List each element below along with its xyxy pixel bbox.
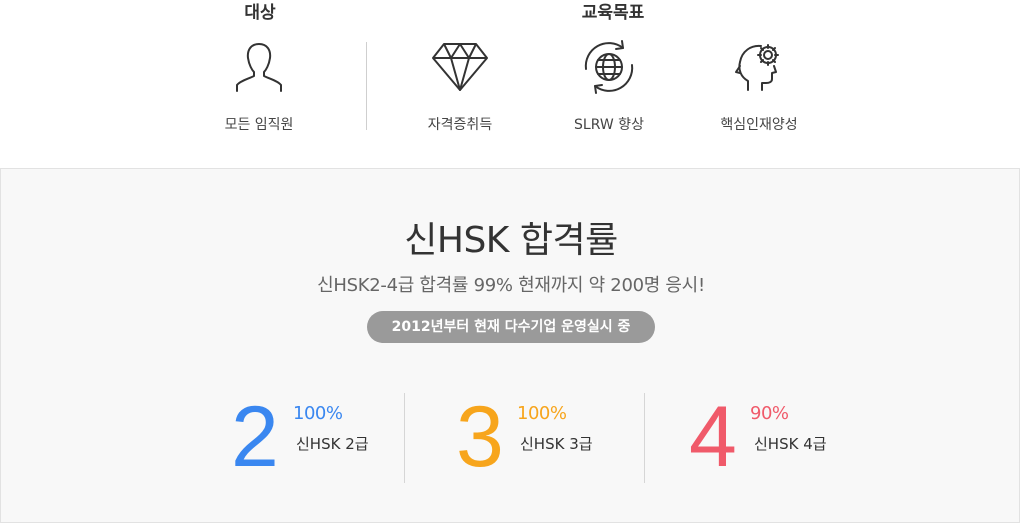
stat-hsk4: 4 90% 신HSK 4급 [689, 395, 859, 485]
target-item: 모든 임직원 [179, 36, 339, 134]
goal-heading: 교육목표 [533, 0, 693, 23]
stat-name: 신HSK 2급 [296, 433, 369, 454]
section-divider [366, 42, 367, 130]
stat-name: 신HSK 3급 [520, 433, 593, 454]
stat-rate: 100% [293, 403, 342, 424]
goal-label-talent: 핵심인재양성 [679, 114, 839, 134]
stat-divider [644, 393, 645, 483]
goal-item-talent: 핵심인재양성 [679, 36, 839, 134]
stat-level: 4 [689, 389, 737, 485]
stat-rate: 100% [517, 403, 566, 424]
section-subtitle: 신HSK2-4급 합격률 99% 현재까지 약 200명 응시! [1, 271, 1020, 297]
person-outline-icon [228, 36, 290, 98]
goal-label-certification: 자격증취득 [380, 114, 540, 134]
stat-level: 2 [231, 389, 279, 485]
globe-refresh-icon [578, 36, 640, 98]
target-heading: 대상 [180, 0, 340, 23]
education-overview: 대상 교육목표 모든 임직원 자격증취득 [0, 0, 1020, 168]
goal-label-slrw: SLRW 향상 [529, 114, 689, 134]
section-title: 신HSK 합격률 [1, 211, 1020, 263]
stat-hsk2: 2 100% 신HSK 2급 [231, 395, 401, 485]
goal-item-slrw: SLRW 향상 [529, 36, 689, 134]
target-label: 모든 임직원 [179, 114, 339, 134]
diamond-icon [429, 36, 491, 98]
stat-rate: 90% [750, 403, 789, 424]
hsk-pass-rate-section: 신HSK 합격률 신HSK2-4급 합격률 99% 현재까지 약 200명 응시… [0, 168, 1020, 523]
stat-level: 3 [456, 389, 504, 485]
stat-name: 신HSK 4급 [754, 433, 827, 454]
head-gear-icon [728, 36, 790, 98]
stat-hsk3: 3 100% 신HSK 3급 [456, 395, 626, 485]
operation-badge: 2012년부터 현재 다수기업 운영실시 중 [367, 311, 655, 343]
stat-divider [404, 393, 405, 483]
goal-item-certification: 자격증취득 [380, 36, 540, 134]
